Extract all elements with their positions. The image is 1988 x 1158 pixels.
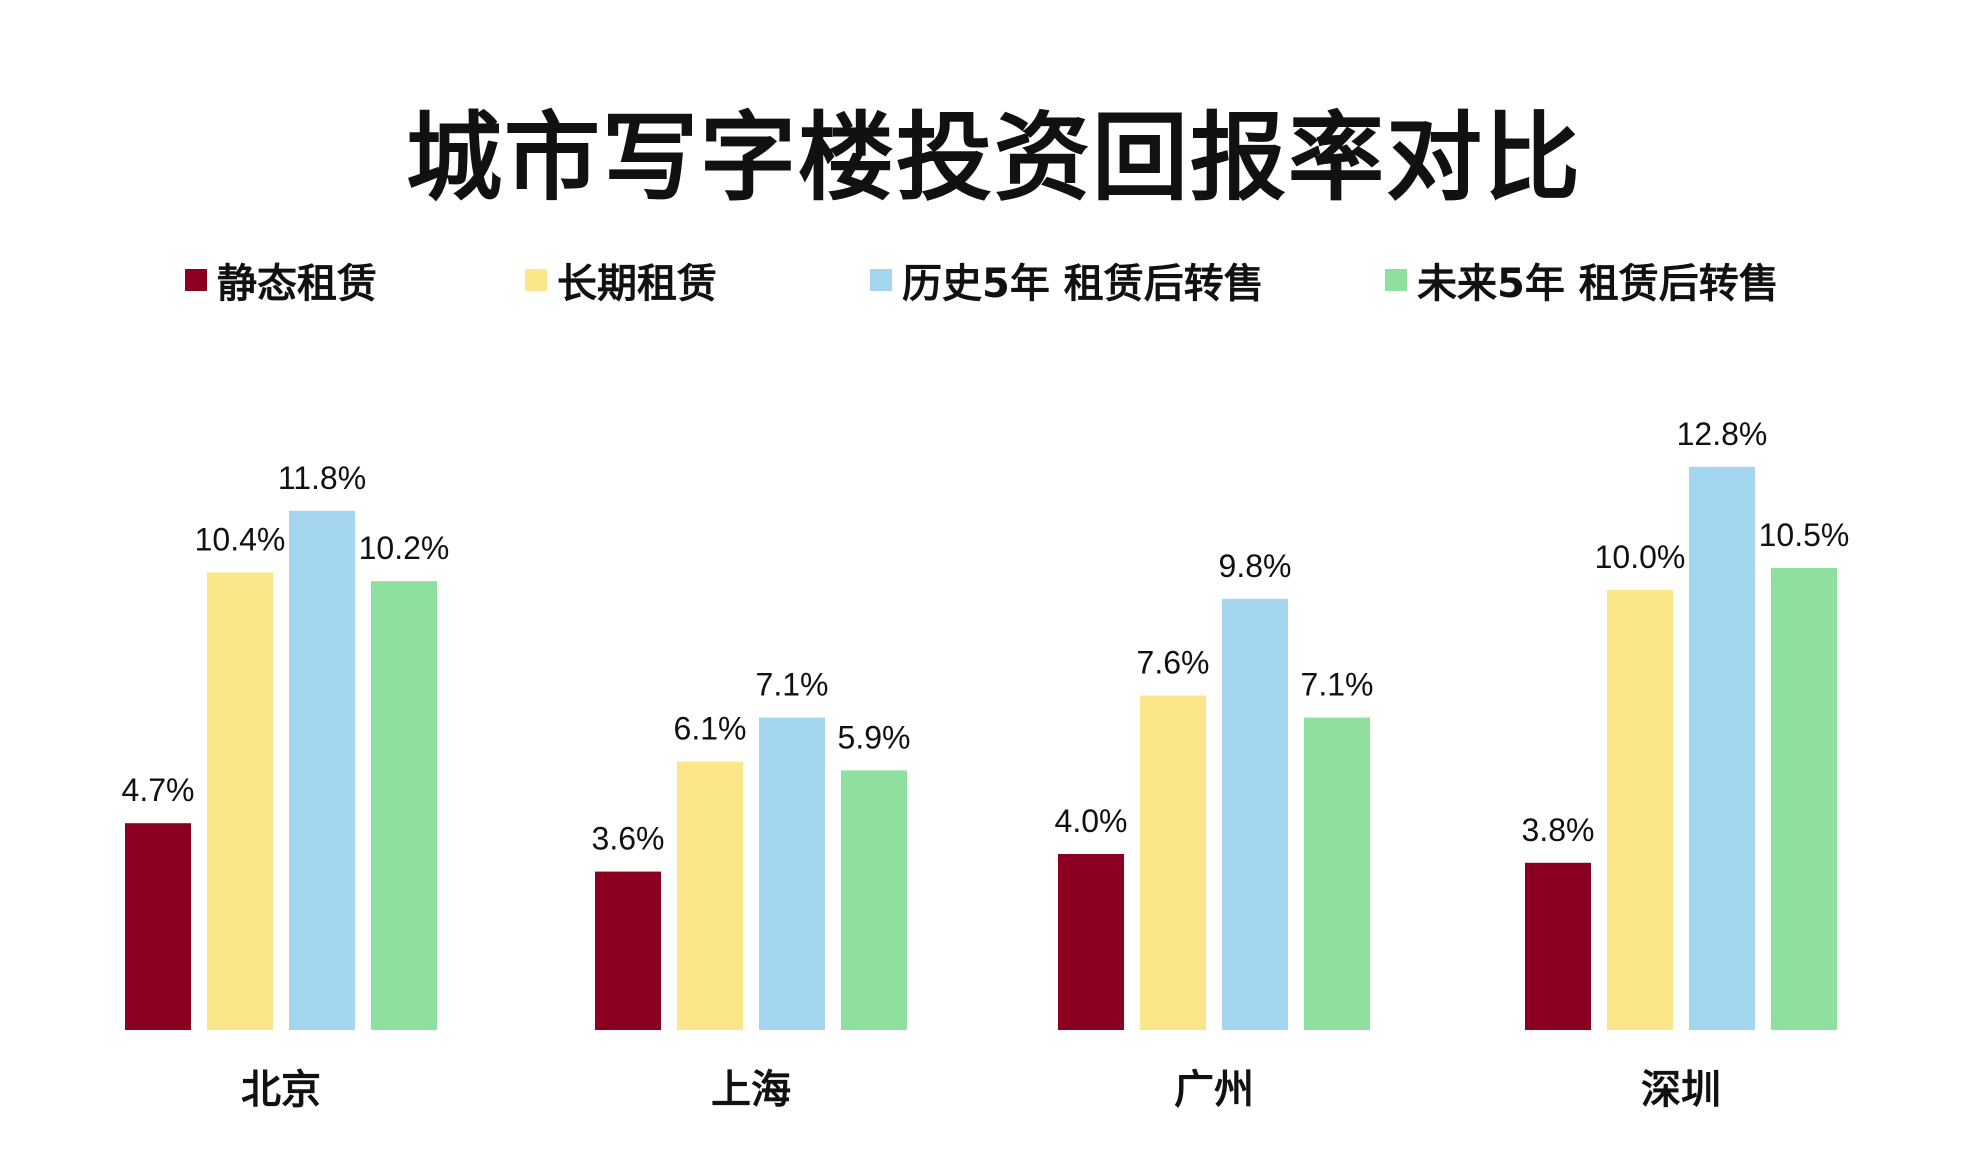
data-label: 7.6% (1137, 645, 1210, 681)
data-label: 4.7% (122, 772, 195, 808)
legend-label: 历史5年 租赁后转售 (902, 261, 1264, 307)
legend-swatch (870, 269, 892, 291)
bar-group: 3.6% 6.1%7.1%5.9% (592, 667, 911, 1030)
data-label: 5.9% (838, 719, 911, 755)
data-label: 10.0% (1595, 539, 1686, 575)
data-label: 3.6% (592, 821, 665, 857)
legend-label: 未来5年 租赁后转售 (1417, 261, 1779, 307)
data-label: 10.2% (359, 530, 450, 566)
bar (841, 770, 907, 1030)
data-label: 12.8% (1677, 416, 1768, 452)
chart-title: 城市写字楼投资回报率对比 (406, 102, 1582, 214)
legend-item: 长期租赁 (525, 250, 717, 310)
category-label: 北京 (241, 1067, 321, 1113)
bar (1222, 598, 1288, 1030)
bar (1140, 695, 1206, 1030)
data-label: 4.0% (1055, 803, 1128, 839)
data-label: 7.1% (756, 667, 829, 703)
bar (1525, 862, 1591, 1030)
legend-swatch (525, 269, 547, 291)
bar (371, 581, 437, 1030)
data-label: 6.1% (674, 711, 747, 747)
category-label: 深圳 (1641, 1067, 1721, 1113)
bar (677, 761, 743, 1030)
bar (207, 572, 273, 1030)
bar (1689, 466, 1755, 1030)
legend: 静态租赁 长期租赁 历史5年 租赁后转售 未来5年 租赁后转售 (0, 250, 1988, 310)
legend-swatch (185, 269, 207, 291)
bar (1058, 854, 1124, 1030)
bar-group: 3.8% 10.0% 12.8% 10.5% (1522, 416, 1850, 1030)
bar (289, 510, 355, 1030)
legend-label: 静态租赁 (217, 261, 377, 307)
bar-group: 4.0% 7.6% 9.8% 7.1% (1055, 548, 1374, 1030)
data-label: 3.8% (1522, 812, 1595, 848)
legend-label: 长期租赁 (557, 261, 717, 307)
bar (125, 823, 191, 1030)
bar-group: 4.7% 10.4% 11.8% 10.2% (122, 460, 450, 1030)
legend-item: 静态租赁 (185, 250, 377, 310)
bar (1771, 568, 1837, 1030)
bar (595, 871, 661, 1030)
data-label: 10.5% (1759, 517, 1850, 553)
legend-item: 未来5年 租赁后转售 (1385, 250, 1779, 310)
data-label: 9.8% (1219, 548, 1292, 584)
category-label: 上海 (711, 1067, 791, 1113)
data-label: 11.8% (278, 460, 366, 496)
bar (759, 717, 825, 1030)
bar (1607, 590, 1673, 1030)
data-label: 7.1% (1301, 667, 1374, 703)
data-label: 10.4% (195, 521, 286, 557)
legend-swatch (1385, 269, 1407, 291)
legend-item: 历史5年 租赁后转售 (870, 250, 1264, 310)
category-label: 广州 (1174, 1067, 1254, 1113)
bar (1304, 717, 1370, 1030)
